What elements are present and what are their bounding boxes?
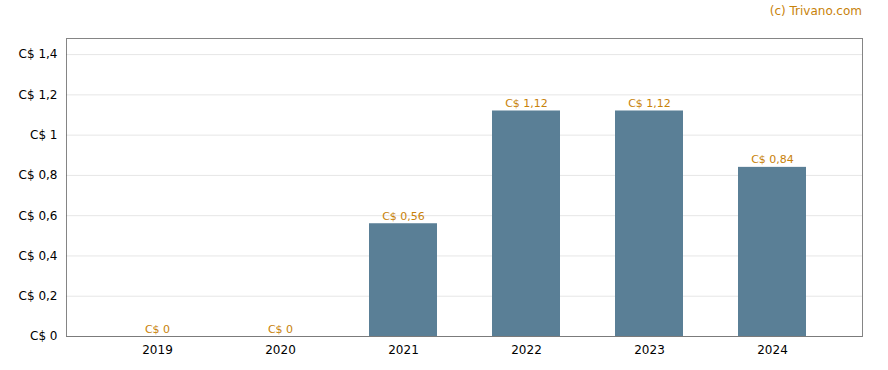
svg-text:C$ 1,4: C$ 1,4 [19,47,58,61]
svg-text:C$ 1,12: C$ 1,12 [505,97,548,110]
svg-text:C$ 1: C$ 1 [30,128,57,142]
svg-text:2022: 2022 [511,343,542,357]
svg-text:C$ 1,2: C$ 1,2 [19,88,58,102]
svg-text:2020: 2020 [265,343,296,357]
svg-text:C$ 0: C$ 0 [268,323,293,336]
svg-text:C$ 0: C$ 0 [30,329,57,343]
svg-text:C$ 0,2: C$ 0,2 [19,289,58,303]
svg-text:2019: 2019 [142,343,173,357]
svg-text:2021: 2021 [388,343,419,357]
svg-text:2024: 2024 [757,343,788,357]
svg-text:C$ 0,4: C$ 0,4 [19,249,58,263]
svg-text:C$ 0,56: C$ 0,56 [382,210,425,223]
svg-text:C$ 1,12: C$ 1,12 [628,97,671,110]
html-text:(c) Trivano.com: (c) Trivano.com [769,4,862,18]
svg-text:C$ 0,84: C$ 0,84 [751,153,794,166]
svg-text:C$ 0,8: C$ 0,8 [19,168,58,182]
svg-text:2023: 2023 [634,343,665,357]
svg-text:C$ 0,6: C$ 0,6 [19,209,58,223]
svg-text:C$ 0: C$ 0 [145,323,170,336]
